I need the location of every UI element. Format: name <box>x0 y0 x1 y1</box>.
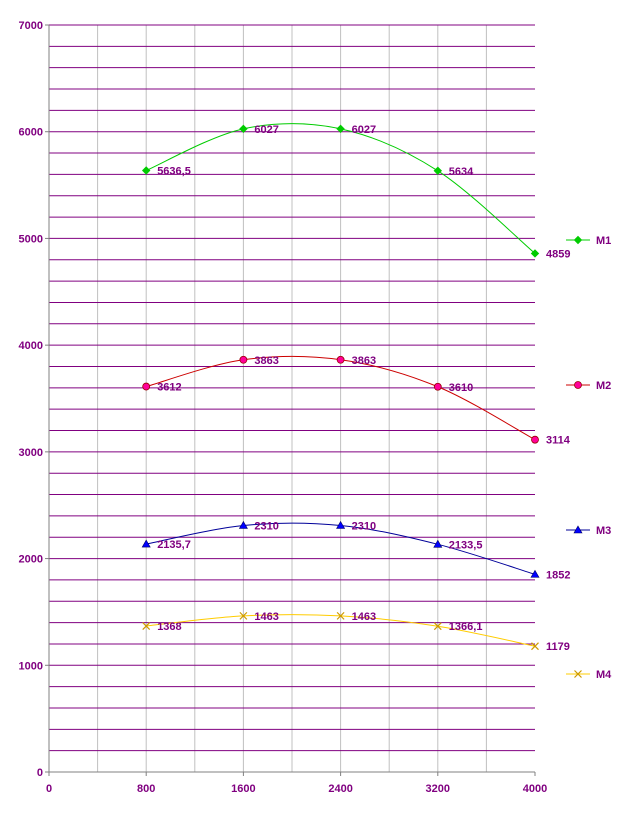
data-point-marker <box>530 249 540 258</box>
y-tick-label: 5000 <box>19 233 43 245</box>
data-point-marker <box>433 382 442 391</box>
data-point-marker <box>531 642 539 651</box>
data-point-marker <box>531 435 539 444</box>
y-tick-label: 3000 <box>19 447 43 459</box>
y-tick-label: 0 <box>37 767 43 779</box>
data-point-marker <box>336 124 345 134</box>
legend-marker <box>573 525 583 534</box>
legend-item-m1: M1 <box>566 235 611 247</box>
data-label: 3863 <box>254 355 278 367</box>
marker-stroke <box>433 622 442 631</box>
data-label: 1852 <box>546 569 570 581</box>
data-label: 6027 <box>254 124 278 136</box>
data-point-marker <box>336 520 346 529</box>
data-label: 5636,5 <box>157 166 191 178</box>
data-point-marker <box>433 166 443 175</box>
data-label: 3610 <box>449 382 473 394</box>
legend-label: M4 <box>596 669 612 681</box>
series-m3: 2135,7 2310 2310 2133,5 1852 <box>141 520 570 581</box>
y-tick-label: 2000 <box>19 554 43 566</box>
x-tick-label: 1600 <box>231 783 255 795</box>
marker-stroke <box>239 611 248 620</box>
data-label: 1463 <box>352 611 376 623</box>
data-label: 4859 <box>546 248 570 260</box>
y-tick-label: 6000 <box>19 127 43 139</box>
series-m4: 1368 1463 1463 1366,1 1179 <box>142 611 570 653</box>
x-tick-label: 800 <box>137 783 155 795</box>
data-point-marker <box>336 611 345 620</box>
legend-marker <box>574 381 582 389</box>
data-point-marker <box>141 166 151 175</box>
data-label: 1366,1 <box>449 621 483 633</box>
data-point-marker <box>530 569 540 578</box>
data-label: 1179 <box>546 641 570 653</box>
data-point-marker <box>239 611 248 620</box>
data-label: 1368 <box>157 621 181 633</box>
data-point-marker <box>141 539 151 548</box>
marker-stroke <box>142 622 151 630</box>
data-label: 5634 <box>449 166 474 178</box>
data-label: 3114 <box>546 435 571 447</box>
data-point-marker <box>238 520 248 529</box>
legend-label: M1 <box>596 235 611 247</box>
marker-stroke <box>336 611 345 620</box>
y-tick-label: 7000 <box>19 20 43 32</box>
data-label: 2310 <box>352 520 376 532</box>
data-label: 2133,5 <box>449 539 483 551</box>
data-label: 2135,7 <box>157 539 191 551</box>
legend: M1 M2 M3 M4 <box>566 235 612 681</box>
series-m2: 3612 3863 3863 3610 3114 <box>142 355 571 447</box>
data-label: 6027 <box>352 124 376 136</box>
series-group: 5636,5 6027 6027 5634 4859 3612 3863 3863 3610 31… <box>141 123 571 653</box>
data-point-marker <box>433 539 443 548</box>
legend-item-m4: M4 <box>566 669 612 681</box>
data-label: 3863 <box>352 355 376 367</box>
data-label: 3612 <box>157 382 181 394</box>
data-point-marker <box>336 355 345 364</box>
axes: 0 1000 2000 3000 4000 5000 6000 7000 0 800 1600 240… <box>19 20 548 795</box>
legend-label: M2 <box>596 380 611 392</box>
marker-stroke <box>574 670 582 678</box>
data-label: 1463 <box>254 611 278 623</box>
series-m1: 5636,5 6027 6027 5634 4859 <box>141 123 570 260</box>
data-point-marker <box>239 124 248 134</box>
data-point-marker <box>142 382 151 391</box>
grid <box>49 24 535 772</box>
legend-label: M3 <box>596 525 611 537</box>
x-tick-label: 0 <box>46 783 52 795</box>
legend-item-m2: M2 <box>566 380 611 392</box>
legend-marker <box>573 235 583 245</box>
data-point-marker <box>142 622 151 630</box>
x-tick-label: 3200 <box>426 783 450 795</box>
legend-item-m3: M3 <box>566 525 611 537</box>
legend-marker <box>574 670 582 678</box>
y-tick-label: 1000 <box>19 660 43 672</box>
data-point-marker <box>433 622 442 631</box>
data-point-marker <box>239 355 248 364</box>
y-tick-label: 4000 <box>19 340 43 352</box>
marker-stroke <box>531 642 539 651</box>
x-tick-label: 2400 <box>328 783 352 795</box>
x-tick-label: 4000 <box>523 783 547 795</box>
data-label: 2310 <box>254 520 278 532</box>
